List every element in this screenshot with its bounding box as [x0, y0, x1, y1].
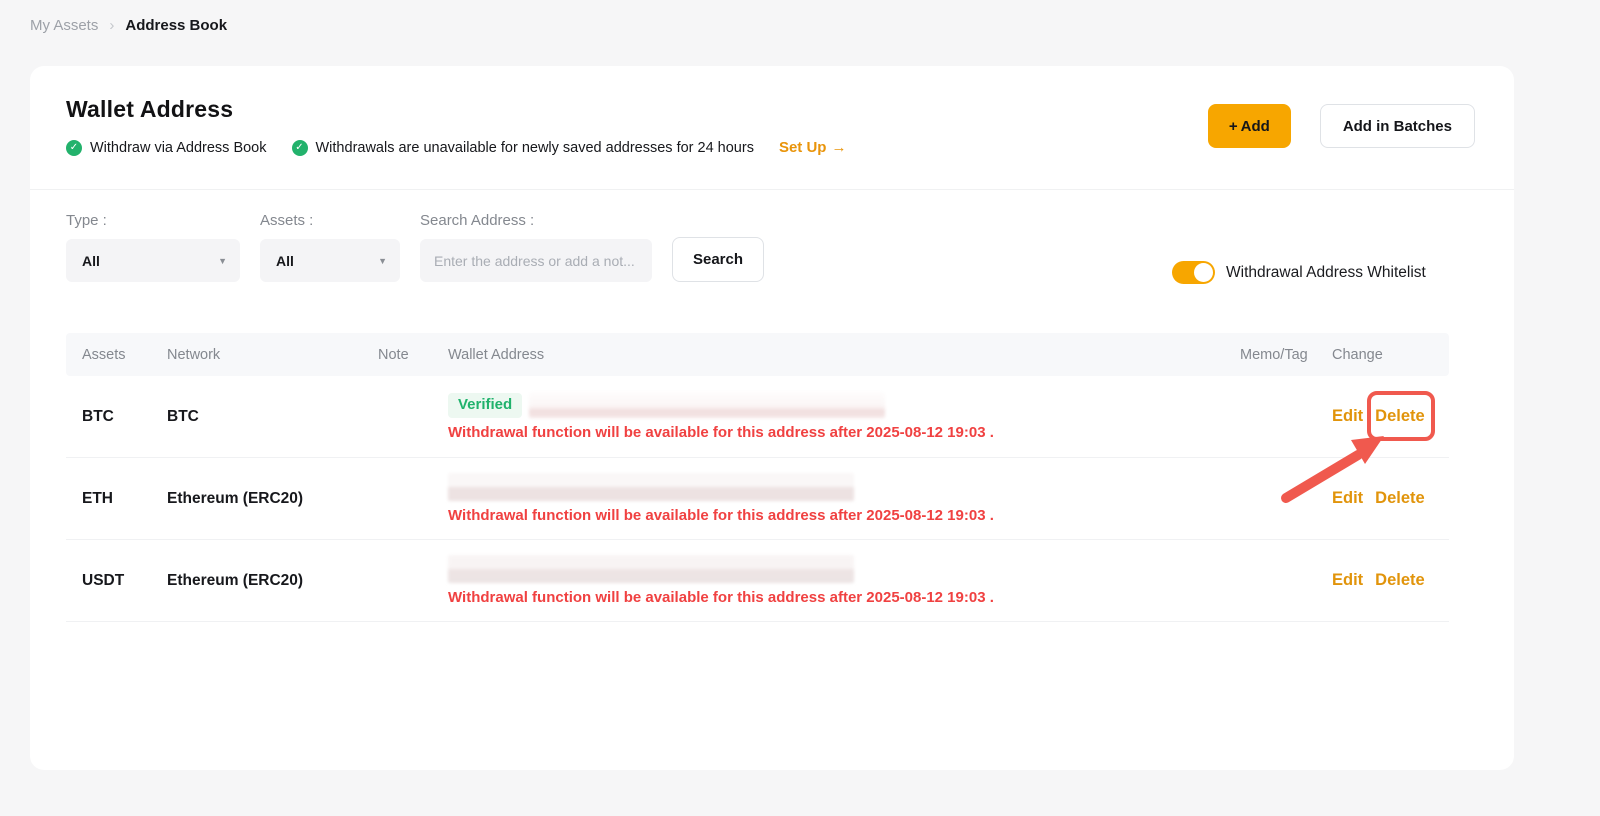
caret-down-icon: ▼	[218, 255, 227, 266]
chevron-right-icon: ›	[109, 17, 115, 34]
check-circle-icon: ✓	[291, 139, 308, 156]
delete-wrap: Delete	[1367, 391, 1435, 441]
type-dropdown-value: All	[82, 252, 100, 269]
withdrawal-warning: Withdrawal function will be available fo…	[448, 507, 994, 524]
edit-link[interactable]: Edit	[1332, 407, 1364, 425]
breadcrumb: My Assets › Address Book	[30, 17, 227, 34]
toggle-knob	[1194, 263, 1213, 282]
whitelist-toggle[interactable]	[1172, 261, 1215, 284]
edit-link[interactable]: Edit	[1332, 489, 1364, 507]
page-title: Wallet Address	[66, 96, 234, 122]
breadcrumb-address-book: Address Book	[125, 17, 228, 34]
type-dropdown[interactable]: All ▼	[66, 239, 240, 282]
wallet-address-cell: Withdrawal function will be available fo…	[448, 473, 1240, 524]
set-up-link[interactable]: Set Up →	[779, 139, 847, 156]
asset-cell: USDT	[82, 571, 125, 589]
change-cell: Edit Delete	[1332, 571, 1449, 590]
whitelist-control: Withdrawal Address Whitelist	[1172, 261, 1426, 284]
col-header-network: Network	[167, 346, 221, 363]
table-row-eth: ETH Ethereum (ERC20) Withdrawal function…	[66, 458, 1449, 540]
header-left: Wallet Address ✓ Withdraw via Address Bo…	[66, 96, 846, 156]
check-circle-icon: ✓	[66, 139, 82, 156]
wallet-address-card: Wallet Address ✓ Withdraw via Address Bo…	[30, 66, 1514, 770]
filters-section: Type : All ▼ Assets : All ▼ Search Addre…	[30, 190, 1514, 308]
delete-link[interactable]: Delete	[1375, 571, 1425, 589]
wallet-line	[448, 555, 1240, 583]
status-text: Withdrawals are unavailable for newly sa…	[315, 139, 754, 156]
wallet-line: Verified	[448, 392, 1240, 418]
status-item: ✓ Withdrawals are unavailable for newly …	[291, 139, 754, 156]
col-header-assets: Assets	[82, 346, 126, 363]
header-actions: + Add Add in Batches	[1207, 104, 1475, 148]
arrow-right-icon: →	[831, 139, 847, 156]
edit-link[interactable]: Edit	[1332, 571, 1364, 589]
table-header-row: Assets Network Note Wallet Address Memo/…	[66, 333, 1449, 376]
status-row: ✓ Withdraw via Address Book ✓ Withdrawal…	[66, 139, 846, 156]
verified-badge: Verified	[448, 392, 523, 418]
assets-dropdown-value: All	[276, 252, 294, 269]
table-row-btc: BTC BTC Verified Withdrawal function wil…	[66, 376, 1449, 458]
card-header: Wallet Address ✓ Withdraw via Address Bo…	[30, 66, 1514, 189]
wallet-line	[448, 473, 1240, 501]
set-up-label: Set Up	[778, 139, 827, 156]
delete-link[interactable]: Delete	[1375, 489, 1425, 507]
table-row-usdt: USDT Ethereum (ERC20) Withdrawal functio…	[66, 540, 1449, 622]
network-cell: BTC	[167, 407, 199, 425]
asset-cell: ETH	[82, 489, 113, 507]
status-item: ✓ Withdraw via Address Book	[66, 139, 267, 156]
withdrawal-warning: Withdrawal function will be available fo…	[448, 589, 994, 606]
add-in-batches-button[interactable]: Add in Batches	[1319, 104, 1475, 148]
search-address-filter: Search Address :	[420, 212, 652, 282]
network-cell: Ethereum (ERC20)	[167, 489, 304, 507]
wallet-address-cell: Verified Withdrawal function will be ava…	[448, 392, 1240, 441]
search-button[interactable]: Search	[672, 237, 764, 282]
status-text: Withdraw via Address Book	[90, 139, 267, 156]
plus-icon: +	[1228, 117, 1238, 135]
col-header-wallet-address: Wallet Address	[448, 346, 545, 363]
change-cell: Edit Delete	[1332, 489, 1449, 508]
address-table: Assets Network Note Wallet Address Memo/…	[66, 333, 1449, 622]
redacted-address	[448, 555, 854, 583]
col-header-change: Change	[1332, 346, 1383, 363]
search-address-label: Search Address :	[420, 212, 535, 229]
change-cell: Edit Delete	[1332, 391, 1449, 441]
network-cell: Ethereum (ERC20)	[167, 571, 304, 589]
assets-filter: Assets : All ▼	[260, 212, 400, 282]
withdrawal-warning: Withdrawal function will be available fo…	[448, 424, 994, 441]
whitelist-label: Withdrawal Address Whitelist	[1226, 263, 1426, 281]
asset-cell: BTC	[82, 407, 114, 425]
assets-label: Assets :	[260, 212, 314, 229]
caret-down-icon: ▼	[378, 255, 387, 266]
wallet-address-cell: Withdrawal function will be available fo…	[448, 555, 1240, 606]
search-address-input[interactable]	[420, 239, 652, 282]
add-button-label: Add	[1240, 117, 1270, 135]
col-header-note: Note	[378, 346, 409, 363]
assets-dropdown[interactable]: All ▼	[260, 239, 400, 282]
breadcrumb-my-assets[interactable]: My Assets	[30, 17, 99, 34]
type-label: Type :	[66, 212, 107, 229]
redacted-address	[448, 473, 854, 501]
delete-link[interactable]: Delete	[1375, 407, 1425, 425]
type-filter: Type : All ▼	[66, 212, 240, 282]
col-header-memo-tag: Memo/Tag	[1240, 346, 1308, 363]
redacted-address	[529, 392, 886, 418]
header-divider	[30, 189, 1514, 190]
add-button[interactable]: + Add	[1207, 104, 1291, 148]
filter-row: Type : All ▼ Assets : All ▼ Search Addre…	[66, 212, 1514, 282]
